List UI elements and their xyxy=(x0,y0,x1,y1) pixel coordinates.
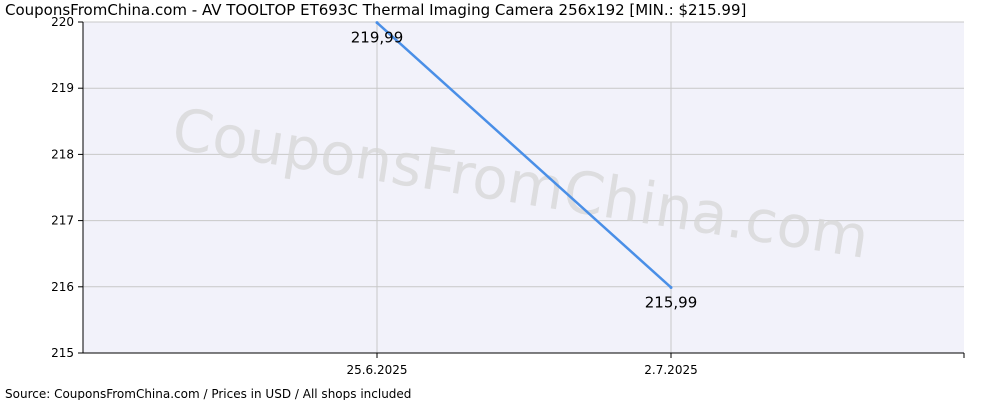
data-point xyxy=(375,21,379,25)
tick-labels: 215 216 217 218 219 220 25.6.2025 2.7.2025 219,9… xyxy=(51,15,698,377)
plot-area xyxy=(83,22,964,353)
x-tick-label: 2.7.2025 xyxy=(644,363,697,377)
x-tick-label: 25.6.2025 xyxy=(346,363,407,377)
y-tick-label: 215 xyxy=(51,346,74,360)
series-line xyxy=(375,21,673,289)
axes xyxy=(78,21,965,358)
data-label: 219,99 xyxy=(351,29,404,47)
y-tick-label: 220 xyxy=(51,15,74,29)
data-label: 215,99 xyxy=(645,293,698,311)
source-note: Source: CouponsFromChina.com / Prices in… xyxy=(5,387,411,400)
y-tick-label: 216 xyxy=(51,280,74,294)
y-tick-label: 217 xyxy=(51,214,74,228)
y-tick-label: 219 xyxy=(51,81,74,95)
series-price-line xyxy=(376,21,672,289)
chart-title: CouponsFromChina.com - AV TOOLTOP ET693C… xyxy=(5,1,746,19)
data-point xyxy=(669,285,673,289)
y-tick-label: 218 xyxy=(51,147,74,161)
